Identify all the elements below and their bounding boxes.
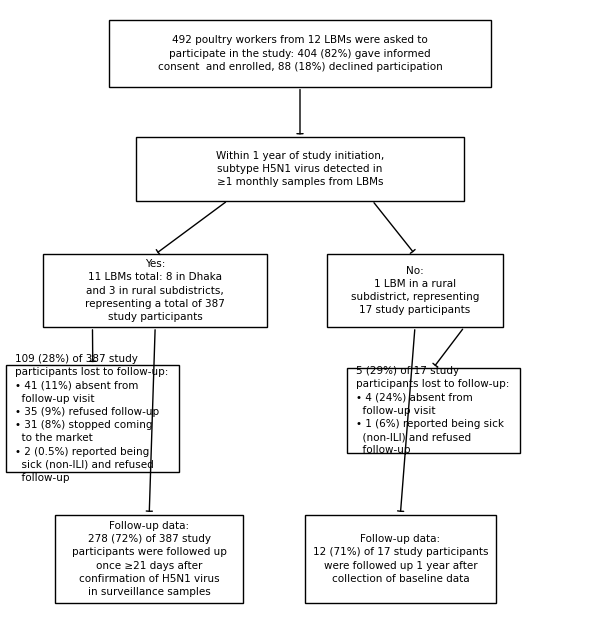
FancyBboxPatch shape: [136, 137, 464, 201]
FancyBboxPatch shape: [327, 254, 503, 327]
Text: Follow-up data:
12 (71%) of 17 study participants
were followed up 1 year after
: Follow-up data: 12 (71%) of 17 study par…: [313, 534, 488, 584]
Text: No:
1 LBM in a rural
subdistrict, representing
17 study participants: No: 1 LBM in a rural subdistrict, repres…: [351, 266, 479, 316]
FancyBboxPatch shape: [55, 515, 243, 603]
Text: 5 (29%) of 17 study
participants lost to follow-up:
• 4 (24%) absent from
  foll: 5 (29%) of 17 study participants lost to…: [356, 366, 509, 455]
FancyBboxPatch shape: [109, 20, 491, 87]
Text: Yes:
11 LBMs total: 8 in Dhaka
and 3 in rural subdistricts,
representing a total: Yes: 11 LBMs total: 8 in Dhaka and 3 in …: [85, 259, 225, 322]
FancyBboxPatch shape: [43, 254, 267, 327]
Text: Follow-up data:
278 (72%) of 387 study
participants were followed up
once ≥21 da: Follow-up data: 278 (72%) of 387 study p…: [72, 521, 227, 597]
Text: Within 1 year of study initiation,
subtype H5N1 virus detected in
≥1 monthly sam: Within 1 year of study initiation, subty…: [216, 150, 384, 187]
Text: 492 poultry workers from 12 LBMs were asked to
participate in the study: 404 (82: 492 poultry workers from 12 LBMs were as…: [158, 36, 442, 72]
FancyBboxPatch shape: [347, 368, 520, 453]
Text: 109 (28%) of 387 study
participants lost to follow-up:
• 41 (11%) absent from
  : 109 (28%) of 387 study participants lost…: [15, 354, 169, 483]
FancyBboxPatch shape: [305, 515, 496, 603]
FancyBboxPatch shape: [6, 365, 179, 472]
